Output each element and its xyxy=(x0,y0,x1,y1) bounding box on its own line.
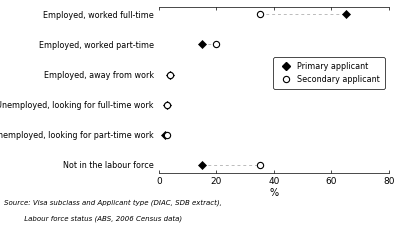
Text: Source: Visa subclass and Applicant type (DIAC, SDB extract),: Source: Visa subclass and Applicant type… xyxy=(4,199,222,206)
Text: Labour force status (ABS, 2006 Census data): Labour force status (ABS, 2006 Census da… xyxy=(4,215,182,222)
X-axis label: %: % xyxy=(270,188,278,198)
Legend: Primary applicant, Secondary applicant: Primary applicant, Secondary applicant xyxy=(273,57,385,89)
